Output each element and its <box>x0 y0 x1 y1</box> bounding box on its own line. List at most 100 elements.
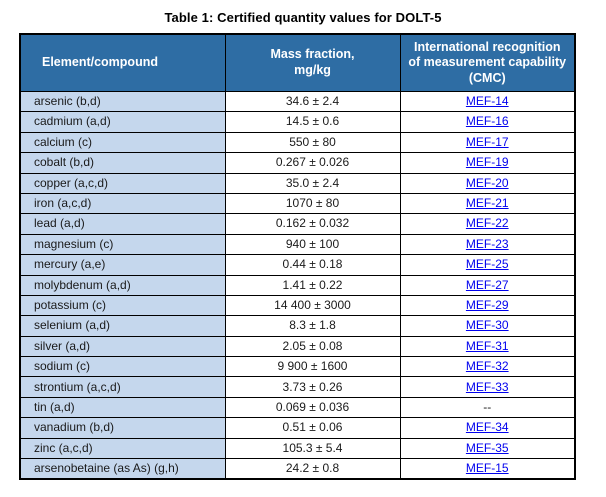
cmc-link[interactable]: MEF-14 <box>465 94 509 109</box>
column-header-element: Element/compound <box>19 33 226 92</box>
element-cell: magnesium (c) <box>19 233 226 256</box>
column-header-mass-fraction: Mass fraction, mg/kg <box>224 33 401 92</box>
mass-fraction-cell: 2.05 ± 0.08 <box>224 335 401 358</box>
element-cell: vanadium (b,d) <box>19 417 226 439</box>
element-cell: sodium (c) <box>19 356 226 378</box>
element-cell: arsenic (b,d) <box>19 90 226 113</box>
mass-fraction-cell: 1.41 ± 0.22 <box>224 274 401 296</box>
cmc-cell: MEF-14 <box>399 90 576 113</box>
mass-fraction-cell: 35.0 ± 2.4 <box>224 172 401 194</box>
table-row: iron (a,c,d) 1070 ± 80 MEF-21 <box>19 192 576 215</box>
cmc-cell: MEF-35 <box>399 437 576 460</box>
table-row: potassium (c) 14 400 ± 3000 MEF-29 <box>19 294 576 317</box>
cmc-link[interactable]: MEF-27 <box>465 277 509 292</box>
table-row: silver (a,d) 2.05 ± 0.08 MEF-31 <box>19 335 576 358</box>
cmc-link[interactable]: MEF-29 <box>465 298 509 312</box>
cmc-link[interactable]: MEF-17 <box>465 134 509 149</box>
mass-fraction-cell: 3.73 ± 0.26 <box>224 376 401 398</box>
table-row: tin (a,d) 0.069 ± 0.036 -- <box>19 396 576 419</box>
table-row: selenium (a,d) 8.3 ± 1.8 MEF-30 <box>19 315 576 337</box>
table-row: vanadium (b,d) 0.51 ± 0.06 MEF-34 <box>19 417 576 439</box>
table-header: Element/compound Mass fraction, mg/kg In… <box>19 33 576 92</box>
cmc-cell: MEF-32 <box>399 356 576 378</box>
mass-fraction-cell: 14 400 ± 3000 <box>224 294 401 317</box>
element-cell: zinc (a,c,d) <box>19 437 226 460</box>
mass-fraction-cell: 0.51 ± 0.06 <box>224 417 401 439</box>
element-cell: potassium (c) <box>19 294 226 317</box>
table-body: arsenic (b,d) 34.6 ± 2.4 MEF-14 cadmium … <box>19 90 576 480</box>
cmc-cell: MEF-23 <box>399 233 576 256</box>
cmc-link[interactable]: MEF-22 <box>465 216 509 231</box>
cmc-link[interactable]: MEF-20 <box>465 175 509 190</box>
mass-fraction-cell: 0.069 ± 0.036 <box>224 396 401 419</box>
element-cell: lead (a,d) <box>19 213 226 235</box>
element-cell: copper (a,c,d) <box>19 172 226 194</box>
element-cell: cobalt (b,d) <box>19 152 226 174</box>
table-row: zinc (a,c,d) 105.3 ± 5.4 MEF-35 <box>19 437 576 460</box>
mass-fraction-cell: 0.267 ± 0.026 <box>224 152 401 174</box>
cmc-cell: MEF-17 <box>399 131 576 154</box>
cmc-link[interactable]: MEF-16 <box>465 114 509 129</box>
cmc-link[interactable]: MEF-23 <box>465 236 509 251</box>
cmc-cell: MEF-22 <box>399 213 576 235</box>
cmc-link[interactable]: MEF-35 <box>465 440 509 455</box>
table-row: calcium (c) 550 ± 80 MEF-17 <box>19 131 576 154</box>
cmc-link[interactable]: MEF-19 <box>465 155 509 170</box>
cmc-cell: MEF-30 <box>399 315 576 337</box>
cmc-link[interactable]: MEF-31 <box>465 338 509 353</box>
cmc-cell: MEF-19 <box>399 152 576 174</box>
column-header-cmc: International recognition of measurement… <box>399 33 576 92</box>
mass-fraction-cell: 24.2 ± 0.8 <box>224 458 401 480</box>
mass-fraction-cell: 0.44 ± 0.18 <box>224 254 401 276</box>
cmc-dash: -- <box>483 399 492 414</box>
mass-fraction-cell: 0.162 ± 0.032 <box>224 213 401 235</box>
cmc-cell: MEF-33 <box>399 376 576 398</box>
element-cell: iron (a,c,d) <box>19 192 226 215</box>
cmc-link[interactable]: MEF-25 <box>465 257 509 272</box>
cmc-cell: MEF-16 <box>399 111 576 133</box>
cmc-link[interactable]: MEF-15 <box>465 461 509 476</box>
table-row: arsenic (b,d) 34.6 ± 2.4 MEF-14 <box>19 90 576 113</box>
cmc-link[interactable]: MEF-34 <box>465 420 509 435</box>
cmc-link[interactable]: MEF-32 <box>465 359 509 374</box>
cmc-cell: MEF-34 <box>399 417 576 439</box>
table-row: cobalt (b,d) 0.267 ± 0.026 MEF-19 <box>19 152 576 174</box>
table-row: arsenobetaine (as As) (g,h) 24.2 ± 0.8 M… <box>19 458 576 480</box>
table-row: molybdenum (a,d) 1.41 ± 0.22 MEF-27 <box>19 274 576 296</box>
cmc-cell: MEF-15 <box>399 458 576 480</box>
cmc-link[interactable]: MEF-30 <box>465 318 509 333</box>
cmc-link[interactable]: MEF-33 <box>465 379 509 394</box>
table-row: lead (a,d) 0.162 ± 0.032 MEF-22 <box>19 213 576 235</box>
certified-values-table: Element/compound Mass fraction, mg/kg In… <box>19 33 576 481</box>
table-title: Table 1: Certified quantity values for D… <box>164 10 442 25</box>
element-cell: molybdenum (a,d) <box>19 274 226 296</box>
cmc-cell: MEF-27 <box>399 274 576 296</box>
cmc-cell: MEF-31 <box>399 335 576 358</box>
cmc-cell: -- <box>399 396 576 419</box>
mass-fraction-cell: 14.5 ± 0.6 <box>224 111 401 133</box>
mass-fraction-cell: 8.3 ± 1.8 <box>224 315 401 337</box>
cmc-link[interactable]: MEF-21 <box>465 196 509 211</box>
element-cell: tin (a,d) <box>19 396 226 419</box>
element-cell: silver (a,d) <box>19 335 226 358</box>
mass-fraction-cell: 9 900 ± 1600 <box>224 356 401 378</box>
table-row: magnesium (c) 940 ± 100 MEF-23 <box>19 233 576 256</box>
mass-fraction-cell: 105.3 ± 5.4 <box>224 437 401 460</box>
table-row: strontium (a,c,d) 3.73 ± 0.26 MEF-33 <box>19 376 576 398</box>
mass-fraction-cell: 940 ± 100 <box>224 233 401 256</box>
table-row: cadmium (a,d) 14.5 ± 0.6 MEF-16 <box>19 111 576 133</box>
table-row: sodium (c) 9 900 ± 1600 MEF-32 <box>19 356 576 378</box>
element-cell: arsenobetaine (as As) (g,h) <box>19 458 226 480</box>
table-row: mercury (a,e) 0.44 ± 0.18 MEF-25 <box>19 254 576 276</box>
cmc-cell: MEF-29 <box>399 294 576 317</box>
cmc-cell: MEF-21 <box>399 192 576 215</box>
mass-fraction-cell: 34.6 ± 2.4 <box>224 90 401 113</box>
element-cell: selenium (a,d) <box>19 315 226 337</box>
mass-fraction-cell: 550 ± 80 <box>224 131 401 154</box>
cmc-cell: MEF-20 <box>399 172 576 194</box>
mass-fraction-cell: 1070 ± 80 <box>224 192 401 215</box>
table-row: copper (a,c,d) 35.0 ± 2.4 MEF-20 <box>19 172 576 194</box>
element-cell: strontium (a,c,d) <box>19 376 226 398</box>
element-cell: calcium (c) <box>19 131 226 154</box>
